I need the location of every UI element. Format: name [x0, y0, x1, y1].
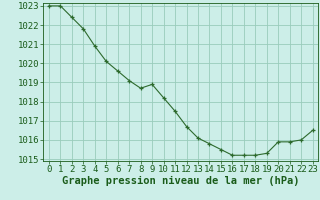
X-axis label: Graphe pression niveau de la mer (hPa): Graphe pression niveau de la mer (hPa) [62, 176, 300, 186]
